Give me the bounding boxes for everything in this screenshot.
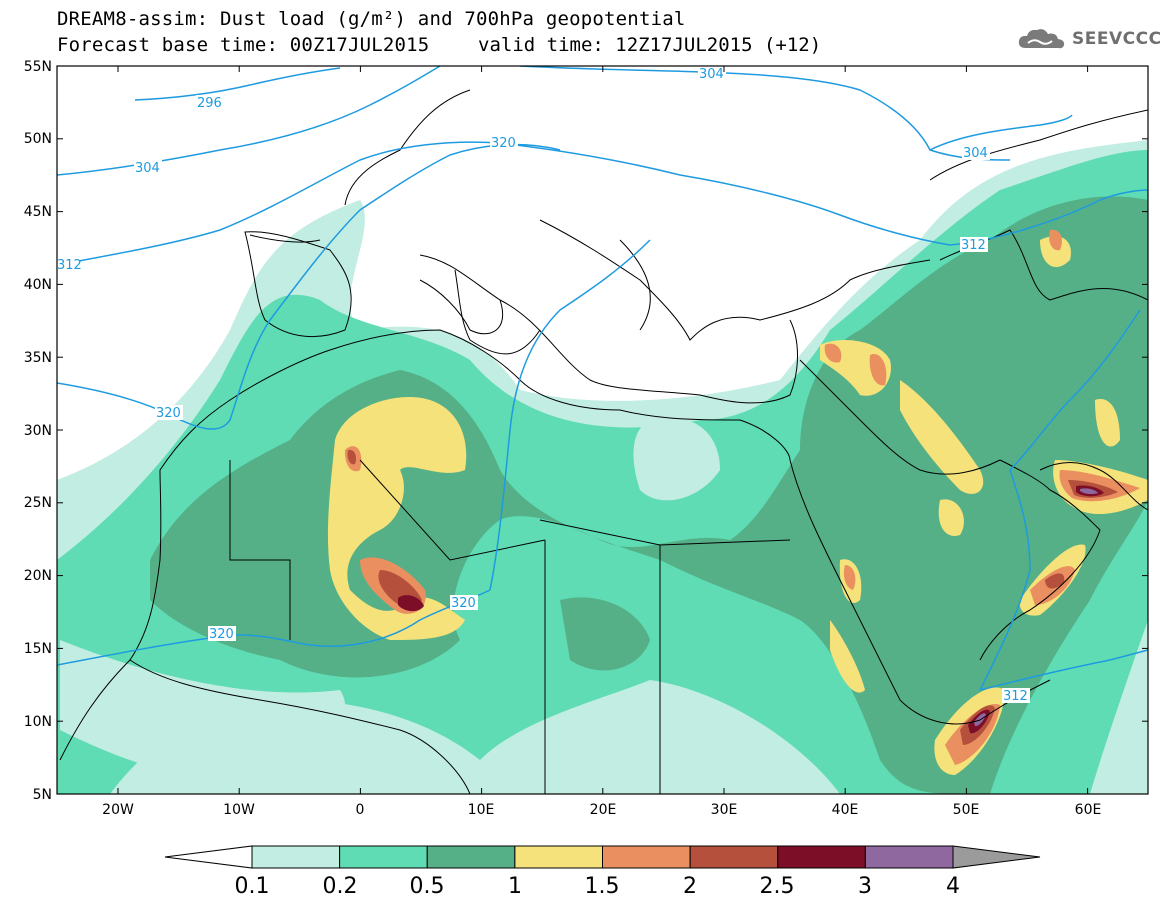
coastlines <box>59 89 1148 794</box>
lon-label: 20W <box>102 802 134 818</box>
legend-label: 3 <box>858 874 872 899</box>
contour-label: 304 <box>699 67 724 82</box>
lon-label: 20E <box>590 802 617 818</box>
legend-color-box <box>689 845 779 869</box>
lon-label: 10E <box>468 802 495 818</box>
legend-label: 1 <box>508 874 522 899</box>
legend-upper-arrow <box>952 845 1041 869</box>
lat-label: 5N <box>33 787 52 803</box>
legend-color-box <box>251 845 341 869</box>
legend-color-box <box>602 845 691 869</box>
lat-label: 20N <box>24 568 52 584</box>
legend-label: 0.1 <box>235 874 270 899</box>
latitude-axis: 55N 50N 45N 40N 35N 30N 25N 20N 15N 10N … <box>24 59 52 803</box>
contour-label: 296 <box>197 96 222 111</box>
contour-label: 320 <box>491 136 516 151</box>
lat-label: 15N <box>24 641 52 657</box>
lat-label: 35N <box>24 350 52 366</box>
lat-label: 40N <box>24 277 52 293</box>
contour-label: 312 <box>1003 689 1028 704</box>
seevccc-logo: SEEVCCC <box>1016 26 1162 52</box>
legend-lower-arrow <box>164 845 253 869</box>
logo-text: SEEVCCC <box>1072 29 1162 49</box>
valid-time: valid time: 12Z17JUL2015 (+12) <box>478 34 822 56</box>
contour-label: 312 <box>961 238 986 253</box>
legend-label: 4 <box>946 874 960 899</box>
lon-label: 40E <box>832 802 859 818</box>
lat-label: 50N <box>24 131 52 147</box>
legend-color-box <box>777 845 866 869</box>
legend-boxes <box>251 845 954 869</box>
lat-label: 25N <box>24 495 52 511</box>
contour-labels: 296 304 304 304 312 312 320 320 320 320 … <box>57 66 1030 704</box>
contour-label: 320 <box>156 406 181 421</box>
lon-label: 30E <box>711 802 738 818</box>
lat-label: 10N <box>24 714 52 730</box>
lon-label: 10W <box>223 802 255 818</box>
dust-field <box>57 66 1148 794</box>
lon-label: 60E <box>1075 802 1102 818</box>
legend-color-box <box>426 845 516 869</box>
contour-label: 304 <box>963 146 988 161</box>
legend-color-box <box>339 845 428 869</box>
legend-color-box <box>514 845 603 869</box>
contour-label: 320 <box>451 596 476 611</box>
legend-label: 0.5 <box>410 874 445 899</box>
color-bar-legend: 0.1 0.2 0.5 1 1.5 2 2.5 3 4 <box>164 845 1041 899</box>
contour-label: 304 <box>135 161 160 176</box>
forecast-base-time: Forecast base time: 00Z17JUL2015 <box>57 34 430 56</box>
legend-label: 1.5 <box>585 874 620 899</box>
longitude-axis: 20W 10W 0 10E 20E 30E 40E 50E 60E <box>102 802 1101 818</box>
lat-label: 55N <box>24 59 52 75</box>
contour-label: 320 <box>209 627 234 642</box>
legend-color-box <box>864 845 954 869</box>
axis-ticks <box>57 65 1148 795</box>
legend-labels: 0.1 0.2 0.5 1 1.5 2 2.5 3 4 <box>235 874 961 899</box>
contour-label: 312 <box>57 258 82 273</box>
legend-label: 2 <box>683 874 697 899</box>
lat-label: 45N <box>24 204 52 220</box>
cloud-icon <box>1018 29 1065 49</box>
legend-label: 2.5 <box>760 874 795 899</box>
map-title: DREAM8-assim: Dust load (g/m²) and 700hP… <box>57 8 686 30</box>
lon-label: 0 <box>356 802 365 818</box>
lat-label: 30N <box>24 423 52 439</box>
legend-label: 0.2 <box>323 874 358 899</box>
lon-label: 50E <box>953 802 980 818</box>
